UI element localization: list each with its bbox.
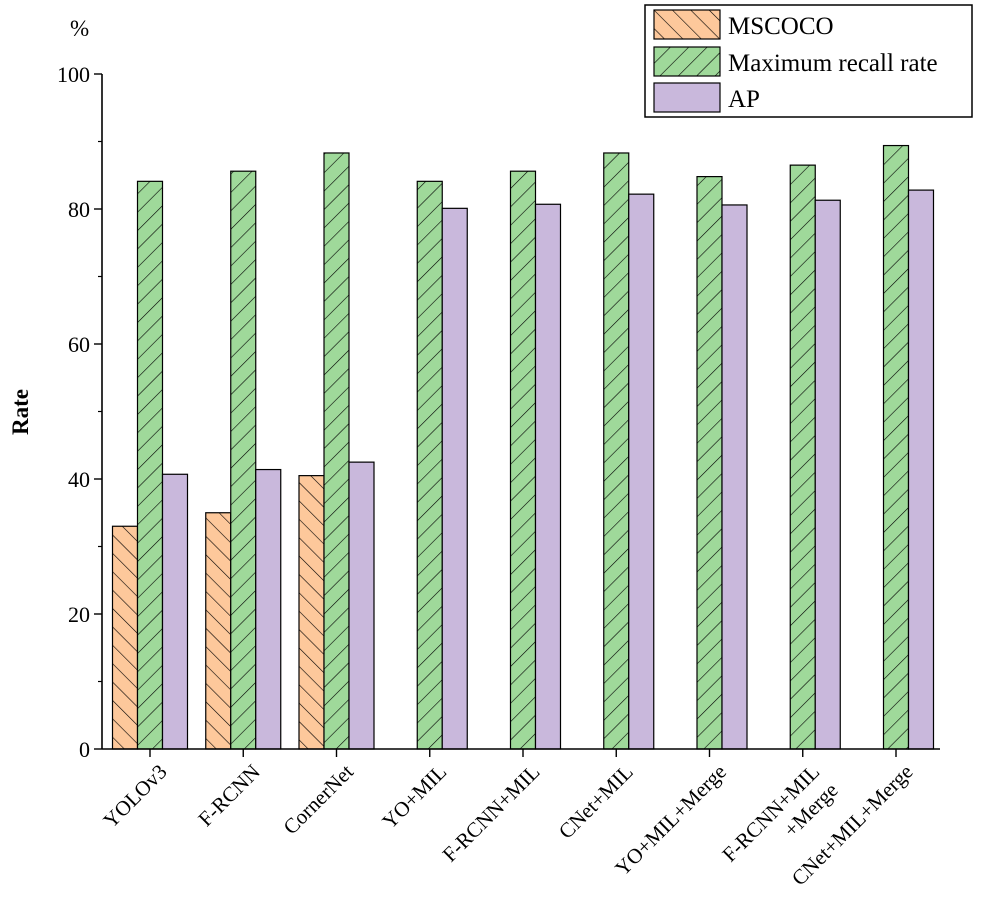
x-tick-label-line: YOLOv3: [98, 760, 171, 833]
legend-label-max-recall: Maximum recall rate: [728, 50, 938, 77]
bar-ap-3: [441, 207, 468, 750]
bar-maximum-recall-rate-5: [603, 152, 630, 750]
bar-maximum-recall-rate-1: [230, 170, 257, 750]
legend-item-ap: AP: [653, 82, 760, 113]
y-tick-label-100: 100: [57, 62, 90, 87]
bar-ap-5: [628, 193, 655, 750]
bar-maximum-recall-rate-2: [323, 152, 350, 750]
x-tick-label-5: CNet+MIL: [554, 760, 638, 844]
y-tick-label-60: 60: [68, 332, 90, 357]
legend-label-mscoco: MSCOCO: [728, 13, 834, 40]
bar-mscoco-1: [205, 512, 232, 750]
bar-maximum-recall-rate-7: [789, 164, 816, 750]
x-tick-label-line: F-RCNN: [193, 760, 264, 831]
y-tick-label-40: 40: [68, 467, 90, 492]
y-tick-label-20: 20: [68, 602, 90, 627]
legend: MSCOCO Maximum recall rate AP: [644, 4, 973, 118]
bar-mscoco-2: [298, 475, 325, 750]
y-axis-label: Rate: [8, 389, 33, 435]
bar-ap-1: [255, 468, 282, 750]
x-tick-label-2: CornerNet: [278, 759, 358, 839]
legend-swatch-mscoco: [653, 9, 721, 40]
x-tick-label-1: F-RCNN: [193, 760, 264, 831]
legend-item-max-recall: Maximum recall rate: [653, 46, 938, 77]
bar-maximum-recall-rate-3: [416, 180, 443, 750]
x-tick-label-line: CNet+MIL: [554, 760, 638, 844]
legend-item-mscoco: MSCOCO: [653, 9, 834, 40]
bar-ap-2: [348, 461, 375, 750]
x-tick-label-4: F-RCNN+MIL: [438, 760, 545, 867]
bar-ap-6: [721, 204, 748, 750]
bar-ap-4: [534, 203, 562, 750]
bar-maximum-recall-rate-8: [882, 144, 910, 750]
bar-maximum-recall-rate-4: [509, 170, 537, 750]
bar-ap-7: [814, 199, 841, 750]
x-tick-label-line: F-RCNN+MIL: [438, 760, 545, 867]
x-tick-label-line: YO+MIL: [377, 760, 451, 834]
y-tick-label-80: 80: [68, 197, 90, 222]
bar-maximum-recall-rate-6: [696, 176, 723, 750]
x-tick-label-0: YOLOv3: [98, 760, 171, 833]
bar-ap-8: [907, 189, 935, 750]
bars-layer: [111, 144, 935, 750]
bar-ap-0: [161, 473, 189, 750]
y-tick-label-0: 0: [79, 737, 90, 762]
legend-swatch-ap: [653, 82, 721, 113]
bar-mscoco-0: [111, 525, 139, 750]
x-tick-label-3: YO+MIL: [377, 760, 451, 834]
legend-swatch-max-recall: [653, 46, 721, 77]
legend-label-ap: AP: [728, 86, 760, 113]
x-tick-label-line: CornerNet: [278, 759, 358, 839]
y-unit-label: %: [70, 16, 89, 41]
bar-maximum-recall-rate-0: [136, 180, 164, 750]
